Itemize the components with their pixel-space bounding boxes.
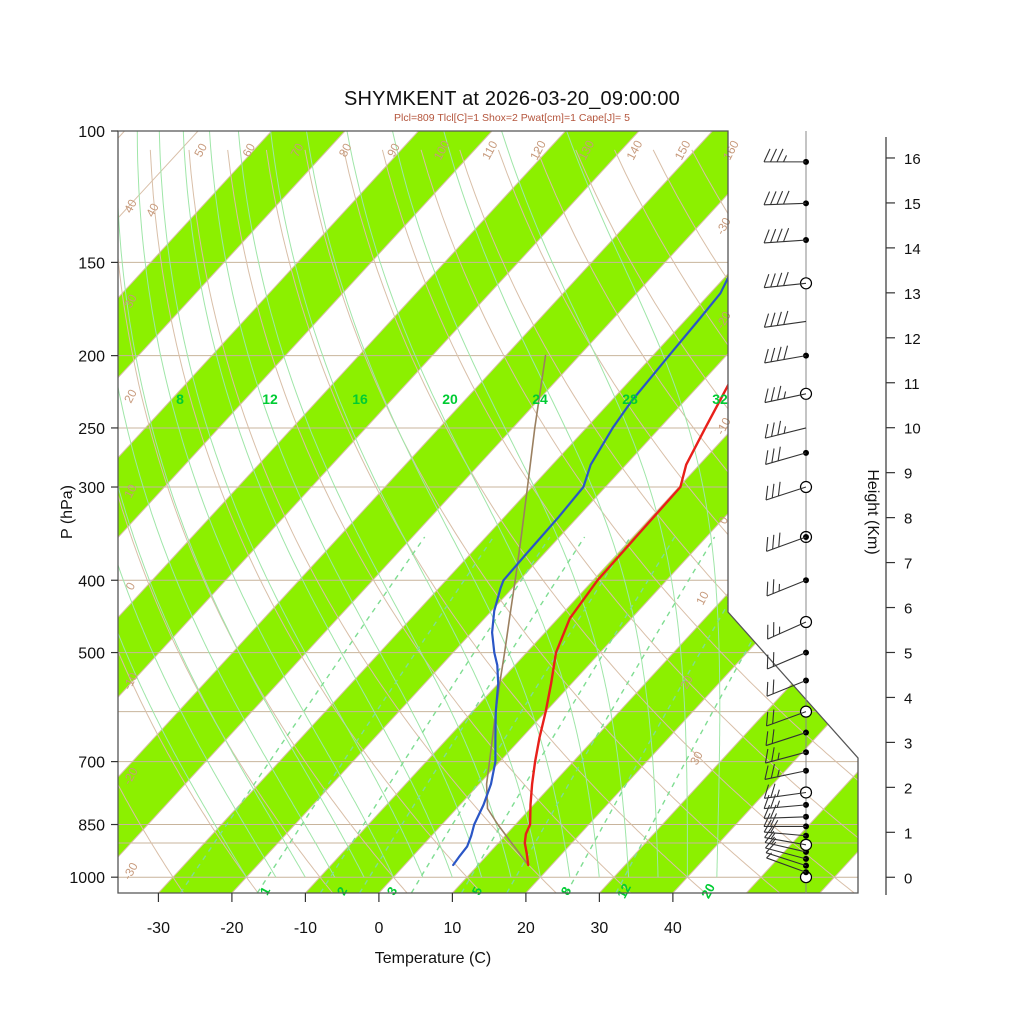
svg-text:700: 700: [78, 755, 105, 772]
svg-text:12: 12: [614, 881, 634, 901]
svg-text:12: 12: [904, 331, 921, 348]
svg-text:20: 20: [121, 387, 140, 406]
svg-text:7: 7: [904, 556, 912, 573]
svg-text:10: 10: [121, 482, 140, 501]
svg-text:400: 400: [78, 573, 105, 590]
svg-text:80: 80: [336, 141, 355, 160]
svg-text:P (hPa): P (hPa): [59, 485, 76, 539]
svg-text:850: 850: [78, 818, 105, 835]
svg-text:0: 0: [904, 870, 912, 887]
indices-subtitle: Plcl=809 Tlcl[C]=1 Shox=2 Pwat[cm]=1 Cap…: [394, 112, 630, 124]
svg-text:40: 40: [664, 920, 682, 937]
svg-text:20: 20: [517, 920, 535, 937]
svg-text:250: 250: [78, 421, 105, 438]
svg-text:24: 24: [532, 391, 548, 407]
svg-text:1: 1: [904, 825, 912, 842]
svg-text:8: 8: [558, 884, 575, 897]
svg-text:10: 10: [443, 920, 461, 937]
svg-text:0: 0: [123, 580, 139, 593]
svg-text:-30: -30: [120, 860, 141, 882]
svg-text:50: 50: [191, 141, 210, 160]
svg-text:300: 300: [78, 480, 105, 497]
svg-text:11: 11: [904, 376, 920, 393]
svg-text:1000: 1000: [69, 870, 105, 887]
svg-text:2: 2: [904, 780, 912, 797]
svg-text:10: 10: [693, 589, 712, 608]
svg-text:10: 10: [904, 421, 921, 438]
svg-text:-30: -30: [713, 215, 734, 237]
svg-text:-30: -30: [147, 920, 170, 937]
svg-text:15: 15: [904, 196, 921, 213]
svg-text:40: 40: [121, 197, 140, 216]
svg-text:14: 14: [904, 241, 921, 258]
svg-text:40: 40: [143, 201, 162, 220]
svg-text:8: 8: [904, 511, 912, 528]
svg-text:32: 32: [712, 391, 728, 407]
svg-text:0: 0: [374, 920, 383, 937]
svg-text:8: 8: [176, 391, 184, 407]
svg-text:100: 100: [78, 124, 105, 141]
svg-text:6: 6: [904, 601, 912, 618]
svg-text:13: 13: [904, 286, 921, 303]
svg-text:200: 200: [78, 349, 105, 366]
svg-text:20: 20: [698, 881, 718, 901]
svg-text:90: 90: [384, 141, 403, 160]
svg-text:30: 30: [121, 292, 140, 311]
svg-text:4: 4: [904, 690, 912, 707]
page-title: SHYMKENT at 2026-03-20_09:00:00: [343, 88, 681, 110]
svg-text:5: 5: [904, 645, 912, 662]
svg-text:150: 150: [78, 255, 105, 272]
svg-text:-20: -20: [220, 920, 243, 937]
svg-text:30: 30: [590, 920, 608, 937]
svg-text:70: 70: [288, 141, 307, 160]
svg-text:9: 9: [904, 466, 912, 483]
svg-text:3: 3: [384, 884, 401, 897]
svg-text:28: 28: [622, 391, 638, 407]
svg-text:16: 16: [352, 391, 368, 407]
svg-text:500: 500: [78, 646, 105, 663]
svg-text:20: 20: [442, 391, 458, 407]
svg-text:Height (Km): Height (Km): [864, 469, 881, 554]
svg-text:20: 20: [677, 673, 696, 692]
svg-text:60: 60: [240, 141, 259, 160]
svg-text:3: 3: [904, 735, 912, 752]
svg-text:12: 12: [262, 391, 278, 407]
svg-text:-10: -10: [713, 415, 734, 437]
svg-text:1: 1: [257, 884, 274, 897]
svg-text:Temperature (C): Temperature (C): [375, 950, 491, 967]
svg-text:-10: -10: [294, 920, 317, 937]
svg-text:30: 30: [687, 749, 706, 768]
svg-text:16: 16: [904, 151, 921, 168]
